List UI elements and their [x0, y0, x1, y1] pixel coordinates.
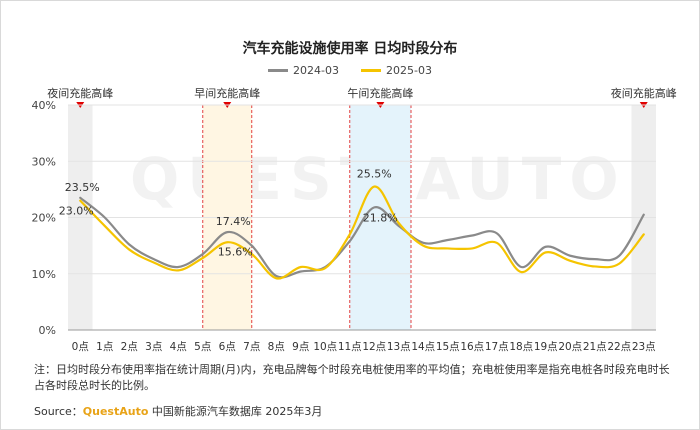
x-tick-label: 17点	[485, 341, 509, 353]
peak-band-label: 午间充能高峰	[347, 86, 413, 100]
footnote: 注：日均时段分布使用率指在统计周期(月)内，充电品牌每个时段充电桩使用率的平均值…	[34, 363, 670, 392]
y-tick-label: 40%	[32, 99, 56, 112]
x-tick-label: 20点	[558, 341, 582, 353]
peak-band-label: 夜间充能高峰	[611, 86, 677, 100]
data-label: 23.5%	[65, 181, 100, 194]
x-tick-label: 8点	[268, 341, 285, 353]
y-tick-label: 0%	[39, 324, 56, 337]
data-label: 21.8%	[363, 211, 398, 224]
data-label: 15.6%	[218, 245, 253, 258]
legend-item-2025: 2025-03	[361, 64, 432, 77]
series-line-2024-03	[79, 196, 645, 279]
y-tick-label: 20%	[32, 212, 56, 225]
x-tick-label: 13点	[387, 341, 411, 353]
data-label: 17.4%	[216, 215, 251, 228]
source-brand: QuestAuto	[82, 405, 149, 418]
x-tick-label: 16点	[460, 341, 484, 353]
x-tick-label: 14点	[411, 341, 435, 353]
source-text: 中国新能源汽车数据库 2025年3月	[148, 405, 323, 418]
peak-band-label: 早间充能高峰	[194, 86, 260, 100]
legend-label-2025: 2025-03	[386, 64, 432, 77]
legend-item-2024: 2024-03	[268, 64, 339, 77]
data-label: 23.0%	[59, 205, 94, 218]
data-label: 25.5%	[357, 168, 392, 181]
series-line-2025-03	[79, 185, 645, 280]
y-tick-label: 30%	[32, 155, 56, 168]
x-tick-label: 9点	[292, 341, 309, 353]
source-line: Source：QuestAuto 中国新能源汽车数据库 2025年3月	[34, 403, 322, 419]
x-tick-label: 15点	[436, 341, 460, 353]
x-tick-label: 21点	[583, 341, 607, 353]
x-tick-label: 1点	[96, 341, 113, 353]
chart-legend: 2024-03 2025-03	[0, 64, 700, 77]
source-prefix: Source：	[34, 405, 83, 418]
peak-band-label: 夜间充能高峰	[47, 86, 113, 100]
x-tick-label: 7点	[243, 341, 260, 353]
legend-swatch-2024	[268, 69, 289, 72]
chart-title: 汽车充能设施使用率 日均时段分布	[242, 41, 458, 57]
legend-label-2024: 2024-03	[293, 64, 339, 77]
legend-swatch-2025	[361, 69, 381, 72]
x-tick-label: 23点	[632, 341, 656, 353]
x-tick-label: 22点	[607, 341, 631, 353]
x-tick-label: 12点	[362, 341, 386, 353]
x-tick-label: 3点	[145, 341, 162, 353]
x-tick-label: 6点	[219, 341, 236, 353]
x-tick-label: 4点	[170, 341, 187, 353]
x-tick-label: 0点	[72, 341, 89, 353]
x-tick-label: 5点	[194, 341, 211, 353]
x-tick-label: 10点	[313, 341, 337, 353]
x-tick-label: 11点	[338, 341, 362, 353]
y-tick-label: 10%	[32, 268, 56, 281]
x-tick-label: 2点	[121, 341, 138, 353]
x-tick-label: 18点	[509, 341, 533, 353]
x-tick-label: 19点	[534, 341, 558, 353]
